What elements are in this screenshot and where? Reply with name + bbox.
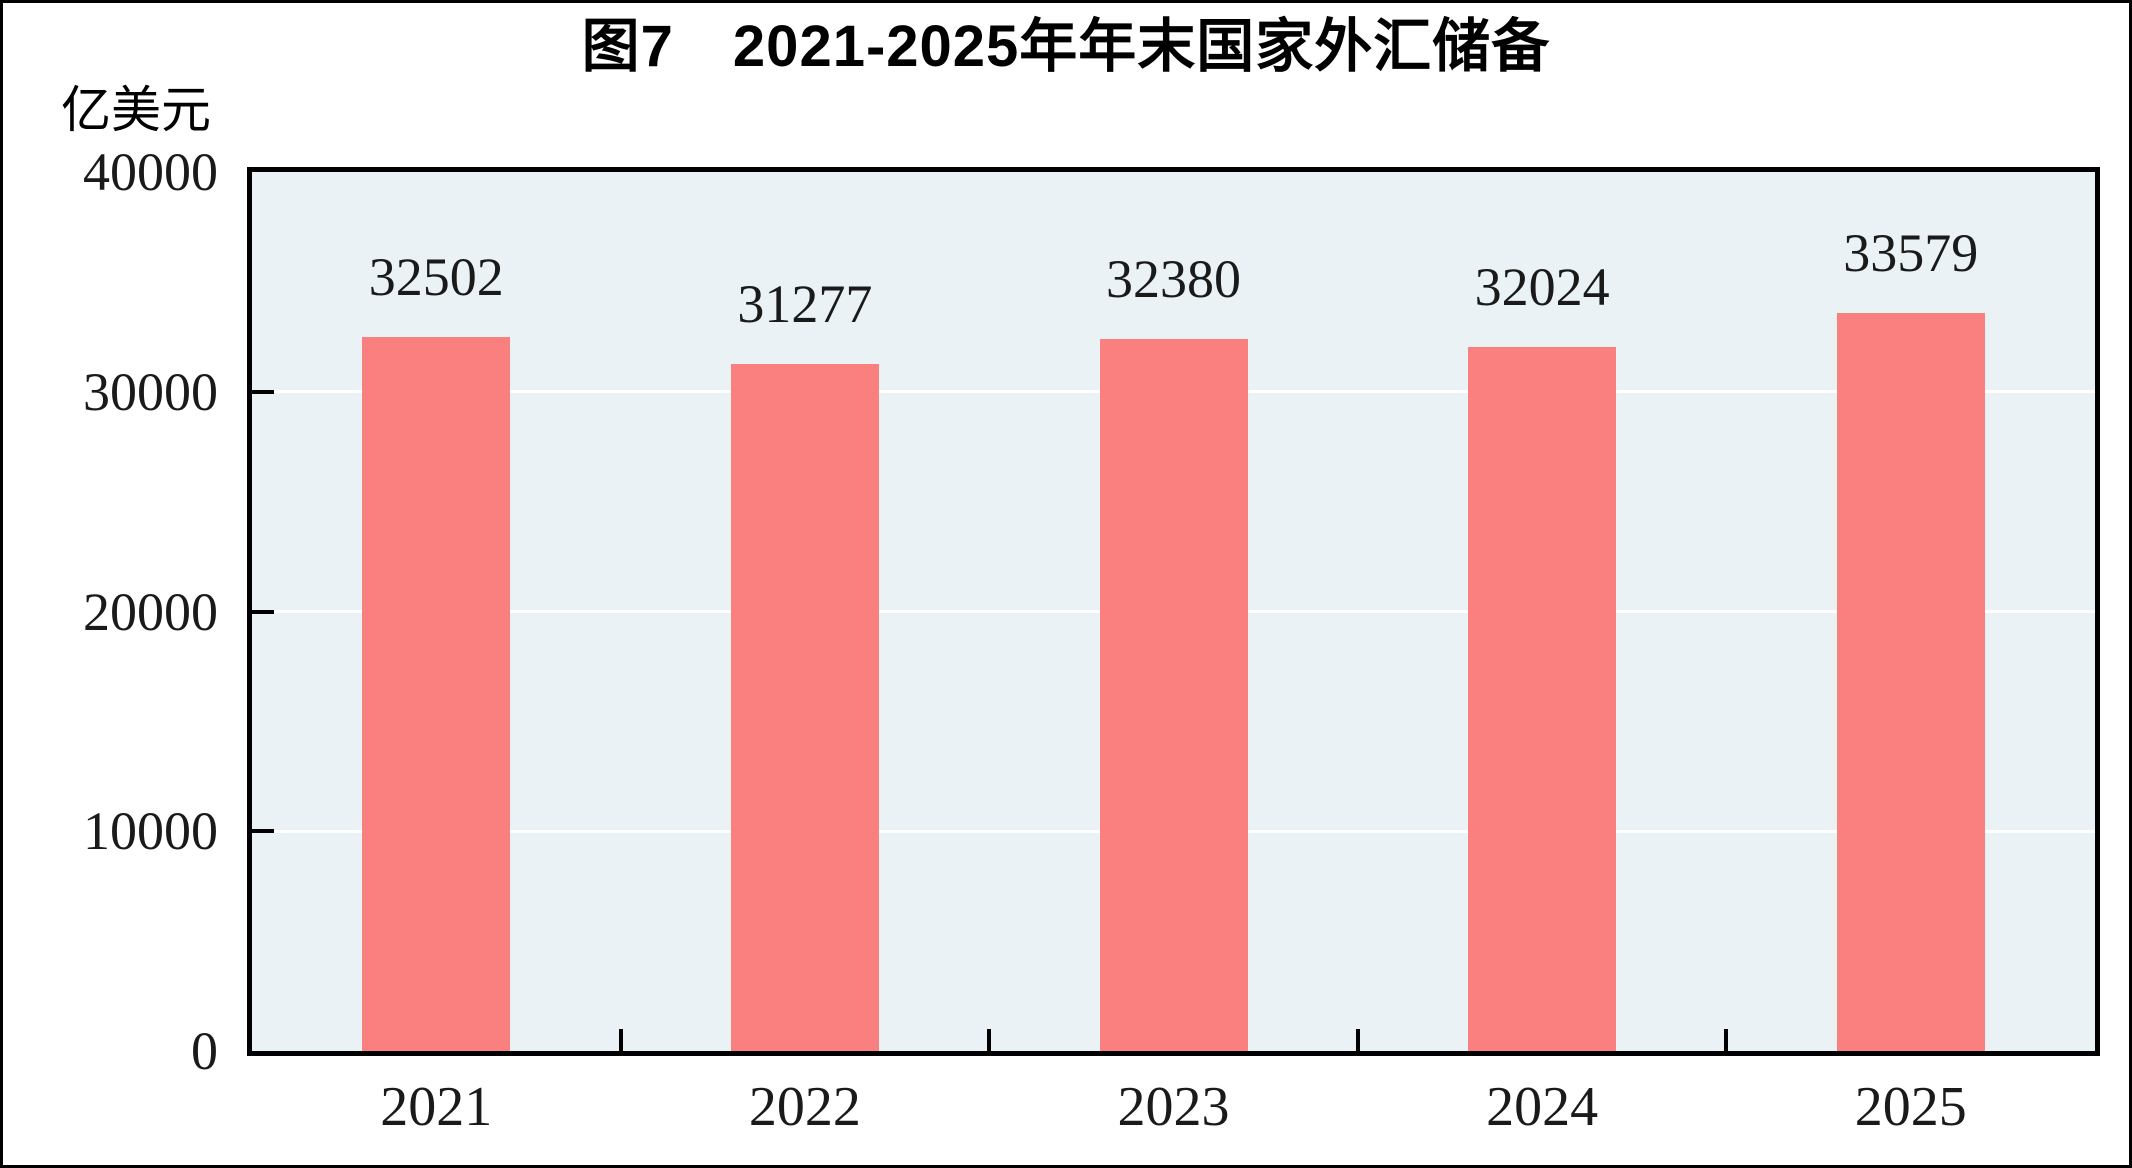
x-axis-label-2021: 2021 [380, 1076, 493, 1138]
y-axis-tick-30000 [252, 389, 274, 394]
y-axis-label-30000: 30000 [83, 361, 218, 422]
x-axis-tick-2 [987, 1029, 992, 1051]
x-axis-label-2022: 2022 [748, 1076, 861, 1138]
bar-2023 [1099, 339, 1248, 1051]
bar-value-label-2023: 32380 [1106, 249, 1241, 310]
chart-title: 图7 2021-2025年年末国家外汇储备 [581, 14, 1551, 79]
plot-area: 32502 31277 32380 32024 33579 [252, 172, 2095, 1051]
y-axis-tick-10000 [252, 829, 274, 834]
y-axis-label-10000: 10000 [83, 801, 218, 862]
x-axis-label-2024: 2024 [1486, 1076, 1599, 1138]
y-axis-unit-label: 亿美元 [61, 82, 211, 138]
bar-2025 [1836, 313, 1985, 1051]
y-axis-label-0: 0 [191, 1021, 218, 1081]
y-axis-tick-20000 [252, 609, 274, 614]
y-axis-label-20000: 20000 [83, 581, 218, 642]
bar-2022 [730, 363, 879, 1051]
x-axis-tick-1 [618, 1029, 623, 1051]
bar-value-label-2024: 32024 [1474, 257, 1610, 318]
bar-value-label-2021: 32502 [368, 246, 504, 307]
x-axis-label-2023: 2023 [1117, 1076, 1230, 1138]
x-axis-tick-3 [1355, 1029, 1360, 1051]
bar-value-label-2022: 31277 [737, 273, 873, 334]
bar-2021 [362, 336, 511, 1051]
y-axis-label-40000: 40000 [83, 142, 218, 202]
plot-area-frame: 32502 31277 32380 32024 33579 [247, 167, 2100, 1056]
bar-value-label-2025: 33579 [1843, 223, 1979, 284]
x-axis-tick-4 [1724, 1029, 1729, 1051]
x-axis-label-2025: 2025 [1854, 1076, 1967, 1138]
bar-2024 [1468, 347, 1617, 1051]
